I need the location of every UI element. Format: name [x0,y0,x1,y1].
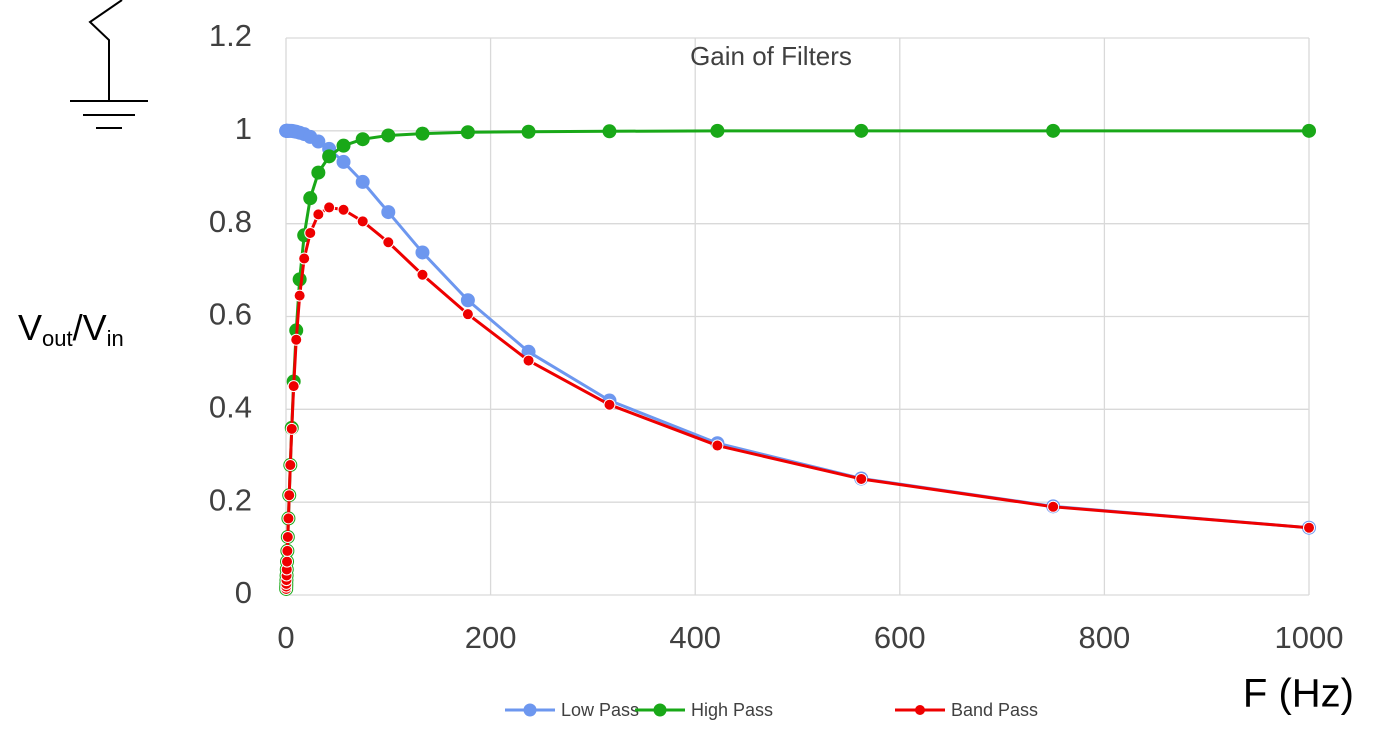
data-point [336,138,351,153]
data-point [382,236,395,249]
y-tick-label: 0.8 [209,204,252,239]
x-tick-label: 1000 [1275,620,1344,655]
data-point [355,132,370,147]
series-line [284,129,1310,530]
data-point [460,125,475,140]
y-tick-label: 0 [235,575,252,610]
data-point [322,149,337,164]
series-line [284,205,1310,590]
data-point [521,344,536,359]
schematic-wire [88,0,123,100]
data-point [381,205,396,220]
data-point [461,308,474,321]
data-point [323,201,336,214]
y-tick-label: 1.2 [209,18,252,53]
legend-label: High Pass [691,700,773,720]
y-label-sub: out [42,326,73,351]
data-point [285,422,298,435]
data-point [854,123,869,138]
data-point [298,252,311,265]
legend-label: Low Pass [561,700,639,720]
data-point [282,512,295,525]
legend-marker [523,703,537,717]
data-point [355,174,370,189]
data-point [521,124,536,139]
x-tick-label: 400 [669,620,721,655]
data-point [415,126,430,141]
data-point [1303,521,1315,534]
series-line [284,129,1309,590]
data-point [284,459,297,472]
x-tick-label: 0 [277,620,294,655]
data-point [415,245,430,260]
y-tick-label: 0.2 [209,482,252,517]
x-tick-label: 600 [874,620,926,655]
data-point [283,489,296,502]
y-label-sub: in [107,326,124,351]
data-point [711,439,724,452]
data-point [522,354,535,367]
x-tick-label: 800 [1079,620,1131,655]
y-tick-label: 0.6 [209,297,252,332]
data-point [710,123,725,138]
data-point [303,191,318,206]
data-point [603,398,616,411]
data-point [1046,123,1061,138]
data-point [281,530,294,543]
data-point [290,333,303,346]
y-label-part: V [18,307,42,348]
data-point [1302,123,1316,138]
data-point [312,208,325,221]
data-point [304,226,317,239]
chart-title: Gain of Filters [690,41,852,71]
y-axis-label: Vout/Vin [18,307,124,351]
data-point [336,154,351,169]
data-point [460,293,475,308]
ground-symbol [70,0,148,129]
data-point [337,203,350,216]
grid [285,37,1310,596]
data-point [287,380,300,393]
y-tick-label: 0.4 [209,390,252,425]
x-tick-label: 200 [465,620,517,655]
y-label-part: /V [73,307,107,348]
legend: Low Pass High Pass Band Pass [505,700,1038,720]
data-point [293,289,306,302]
x-axis-label: F (Hz) [1243,672,1354,716]
data-point [281,555,294,568]
data-point [416,268,429,281]
legend-label: Band Pass [951,700,1038,720]
data-point [855,472,868,485]
data-point [381,128,396,143]
y-tick-label: 1 [235,111,252,146]
data-point [1047,500,1060,513]
data-point [311,165,326,180]
data-point [602,124,617,139]
data-point [311,134,326,149]
legend-marker [915,705,925,715]
plot-area [279,123,1316,596]
data-point [356,215,369,228]
data-point [281,544,294,557]
legend-marker [653,703,667,717]
